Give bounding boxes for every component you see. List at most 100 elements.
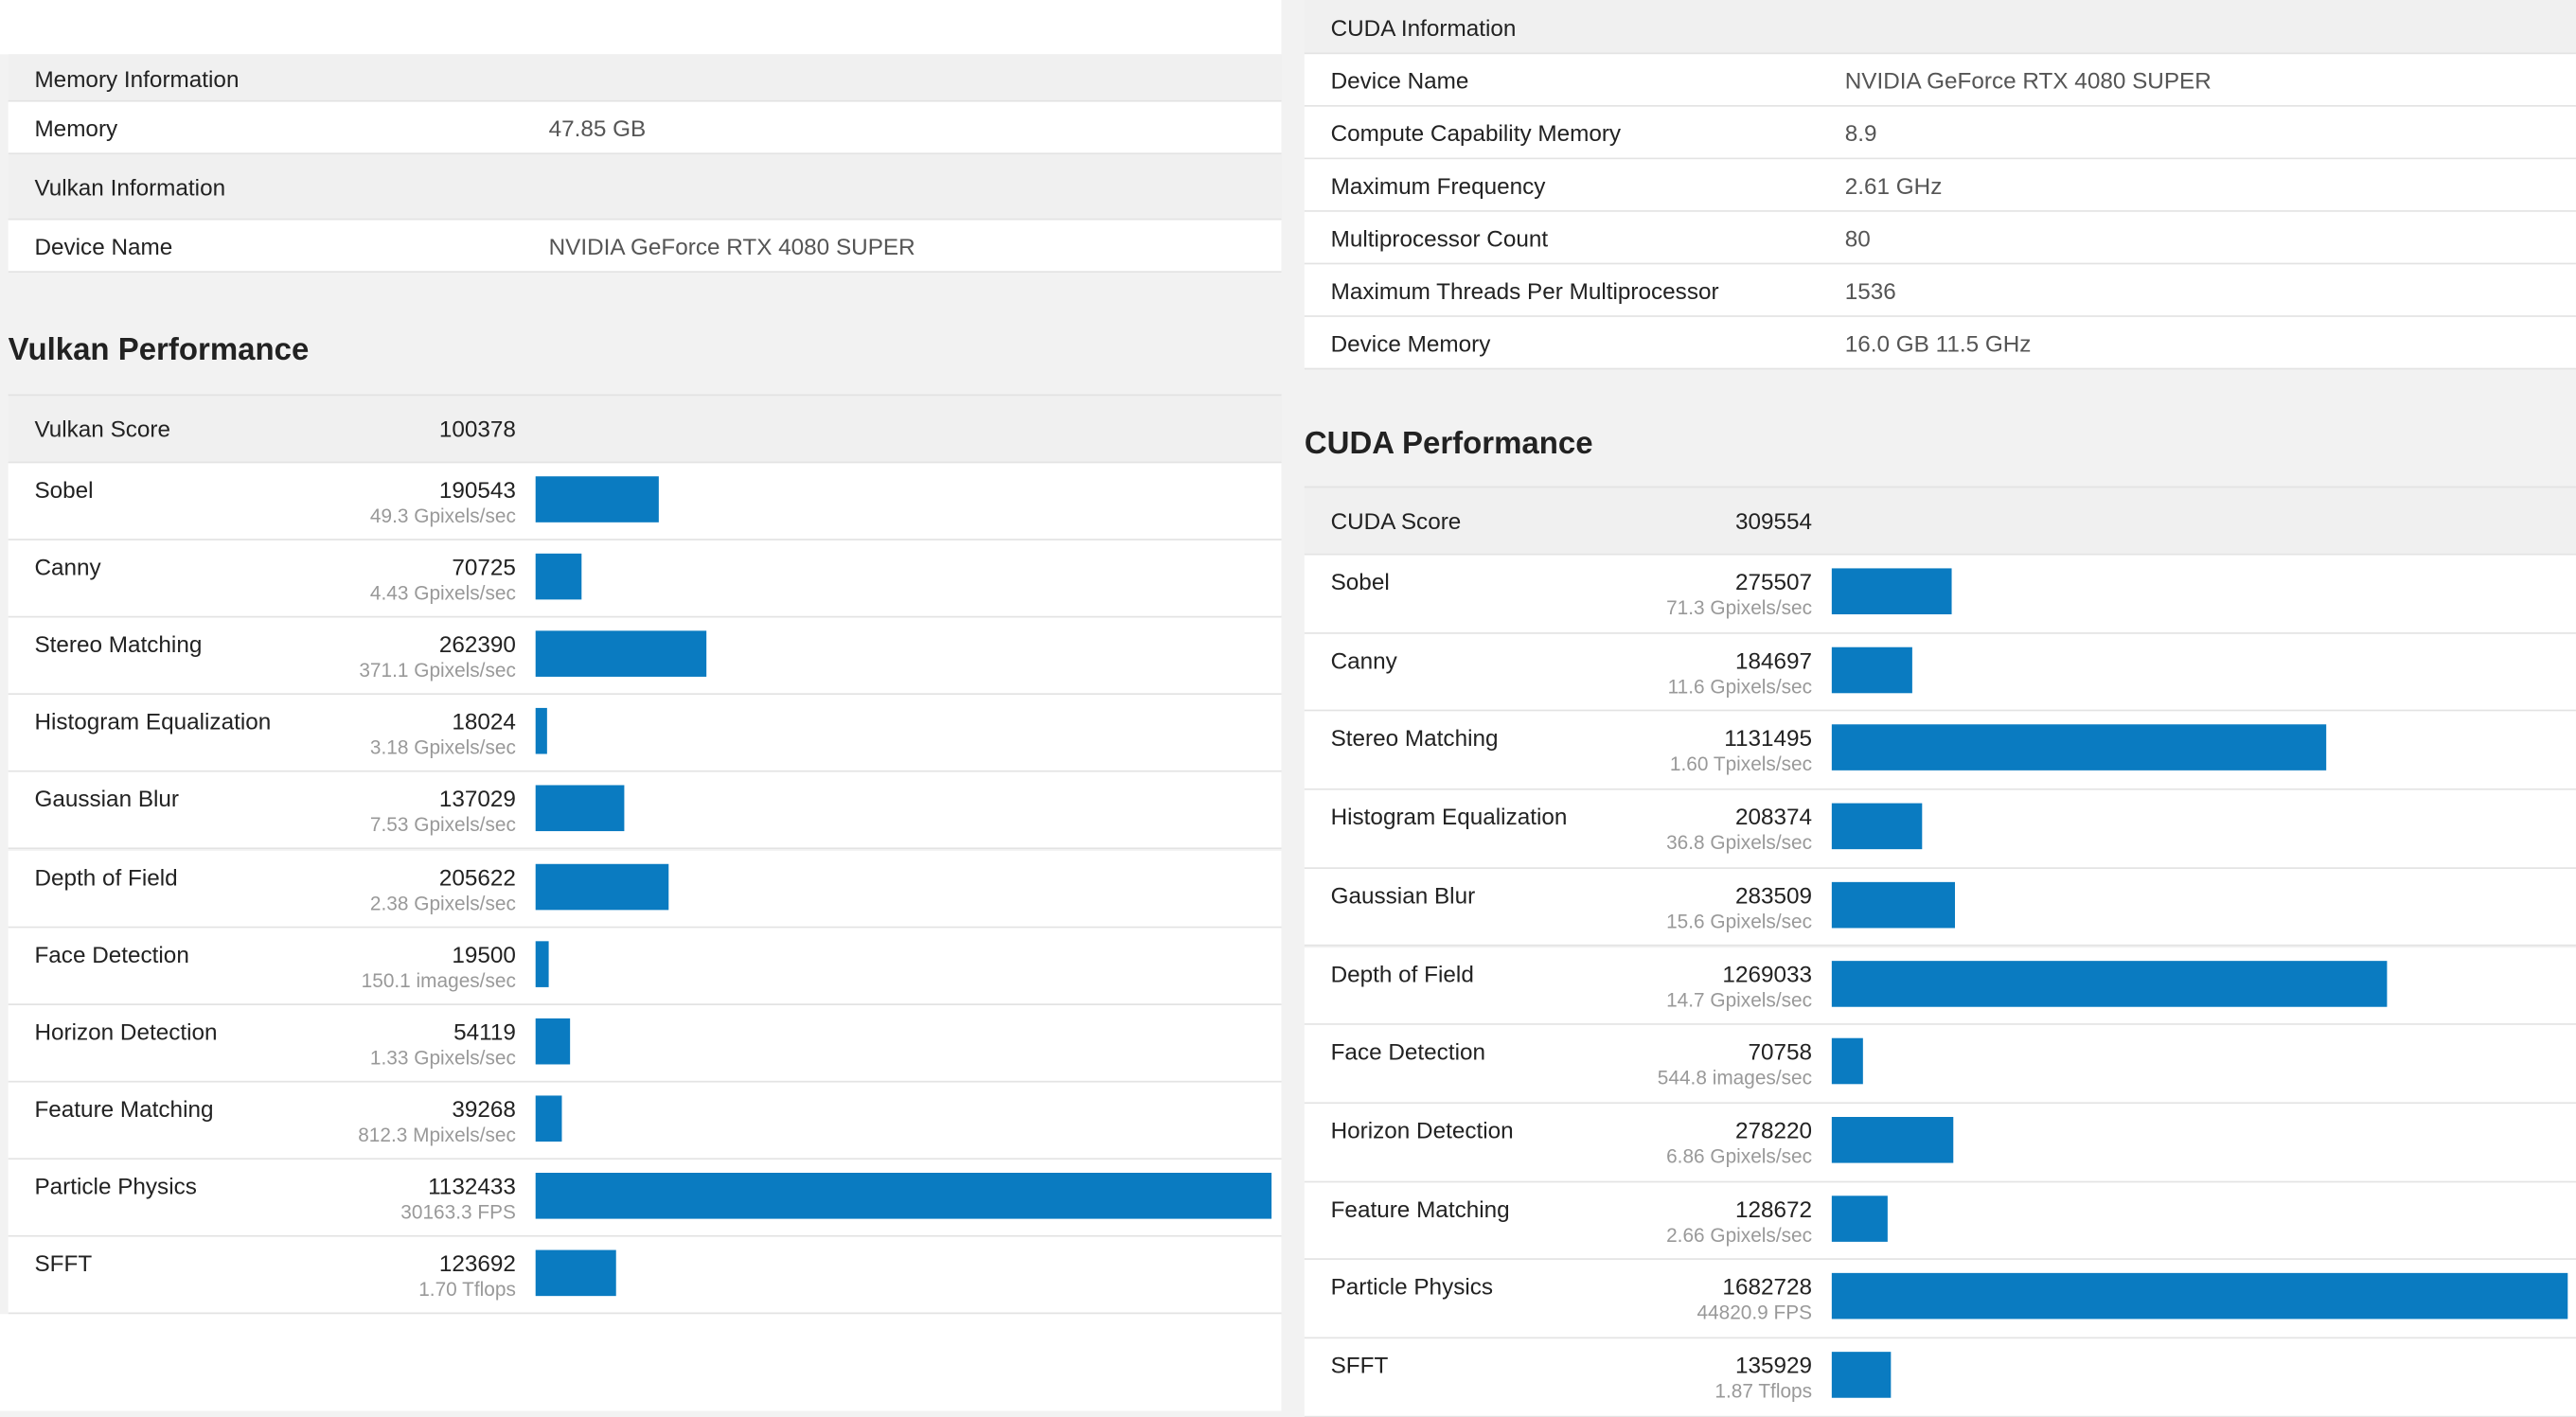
test-rate: 6.86 Gpixels/sec [1666,1144,1813,1168]
info-label: Device Name [1330,67,1469,94]
test-score: 1682728 [1722,1273,1813,1301]
test-name: Horizon Detection [1330,1116,1514,1143]
test-score: 1131495 [1724,724,1813,752]
test-row [1304,633,2576,713]
info-label: Compute Capability Memory [1330,119,1622,147]
test-name: SFFT [1330,1352,1389,1378]
test-score: 205622 [438,862,516,890]
test-name: Gaussian Blur [1330,881,1476,909]
info-row [1304,106,2576,160]
test-rate: 1.60 Tpixels/sec [1669,753,1813,776]
score-bar [1831,1116,1954,1163]
background [0,1314,1282,1411]
section-header [8,54,1282,102]
section-title: Vulkan Information [34,173,226,201]
score-label: CUDA Score [1330,507,1462,534]
section-header [8,154,1282,221]
info-label: Maximum Threads Per Multiprocessor [1330,277,1719,305]
test-name: Sobel [34,476,94,504]
test-name: Stereo Matching [1330,724,1499,752]
score-row [8,394,1282,464]
score-bar [1831,803,1924,850]
test-row [8,1082,1282,1160]
test-score: 283509 [1734,881,1813,909]
section-title: CUDA Information [1330,13,1517,41]
info-value: 2.61 GHz [1844,172,1943,199]
background [0,0,1282,55]
test-rate: 2.38 Gpixels/sec [369,891,516,914]
test-row [8,540,1282,618]
test-name: Stereo Matching [34,630,203,658]
info-value: 8.9 [1844,119,1877,147]
score-bar [535,862,669,910]
score-bar [1831,568,1953,615]
test-score: 70725 [452,553,516,580]
info-value: 1536 [1844,277,1896,305]
test-rate: 1.70 Tflops [418,1278,516,1302]
info-label: Memory [34,115,118,142]
test-rate: 371.1 Gpixels/sec [359,659,516,682]
info-label: Device Memory [1330,329,1491,357]
info-value: 16.0 GB 11.5 GHz [1844,329,2032,357]
test-row [1304,1338,2576,1417]
test-score: 275507 [1734,568,1813,595]
score-bar [1831,1038,1863,1085]
test-rate: 15.6 Gpixels/sec [1666,910,1813,933]
info-value: 80 [1844,224,1871,252]
score-bar [1831,1195,1889,1242]
test-rate: 812.3 Mpixels/sec [358,1123,516,1146]
section-header [1304,0,2576,55]
test-score: 135929 [1734,1352,1813,1378]
test-score: 19500 [452,940,516,967]
test-rate: 2.66 Gpixels/sec [1666,1223,1813,1247]
test-score: 137029 [438,786,516,812]
test-score: 190543 [438,476,516,504]
info-row [1304,211,2576,265]
info-row [8,220,1282,274]
score-bar [535,940,549,987]
test-name: SFFT [34,1249,93,1277]
test-name: Sobel [1330,568,1390,595]
test-name: Gaussian Blur [34,786,180,812]
test-rate: 71.3 Gpixels/sec [1666,595,1813,620]
info-value: NVIDIA GeForce RTX 4080 SUPER [1844,67,2212,94]
test-row [1304,1025,2576,1104]
test-score: 123692 [438,1249,516,1277]
test-name: Feature Matching [34,1095,214,1122]
test-rate: 14.7 Gpixels/sec [1666,987,1813,1012]
test-name: Depth of Field [34,862,178,890]
test-row [1304,1181,2576,1261]
score-bar [535,630,706,678]
test-name: Horizon Detection [34,1018,218,1045]
test-score: 1132433 [428,1172,516,1199]
info-row [1304,159,2576,212]
test-name: Particle Physics [1330,1273,1494,1301]
score-bar [535,553,582,600]
score-value: 309554 [1734,507,1813,534]
test-row [8,695,1282,773]
test-rate: 544.8 images/sec [1657,1066,1813,1089]
info-label: Multiprocessor Count [1330,224,1549,252]
test-name: Histogram Equalization [1330,803,1568,830]
score-value: 100378 [438,416,516,442]
section-heading: CUDA Performance [1304,427,1593,462]
test-score: 1269033 [1722,960,1813,987]
info-value: 47.85 GB [548,115,647,142]
test-rate: 1.33 Gpixels/sec [369,1045,516,1070]
test-name: Depth of Field [1330,960,1474,987]
test-rate: 30163.3 FPS [400,1200,516,1224]
score-bar [1831,1352,1892,1398]
test-score: 18024 [452,708,516,735]
info-label: Maximum Frequency [1330,172,1546,199]
score-bar [1831,960,2388,1006]
score-bar [535,1018,571,1064]
test-rate: 36.8 Gpixels/sec [1666,831,1813,855]
info-value: NVIDIA GeForce RTX 4080 SUPER [548,233,915,260]
test-name: Histogram Equalization [34,708,272,735]
section-heading: Vulkan Performance [8,333,310,368]
score-bar [535,708,548,755]
test-score: 208374 [1734,803,1813,830]
test-name: Feature Matching [1330,1195,1510,1222]
test-name: Face Detection [34,940,189,967]
